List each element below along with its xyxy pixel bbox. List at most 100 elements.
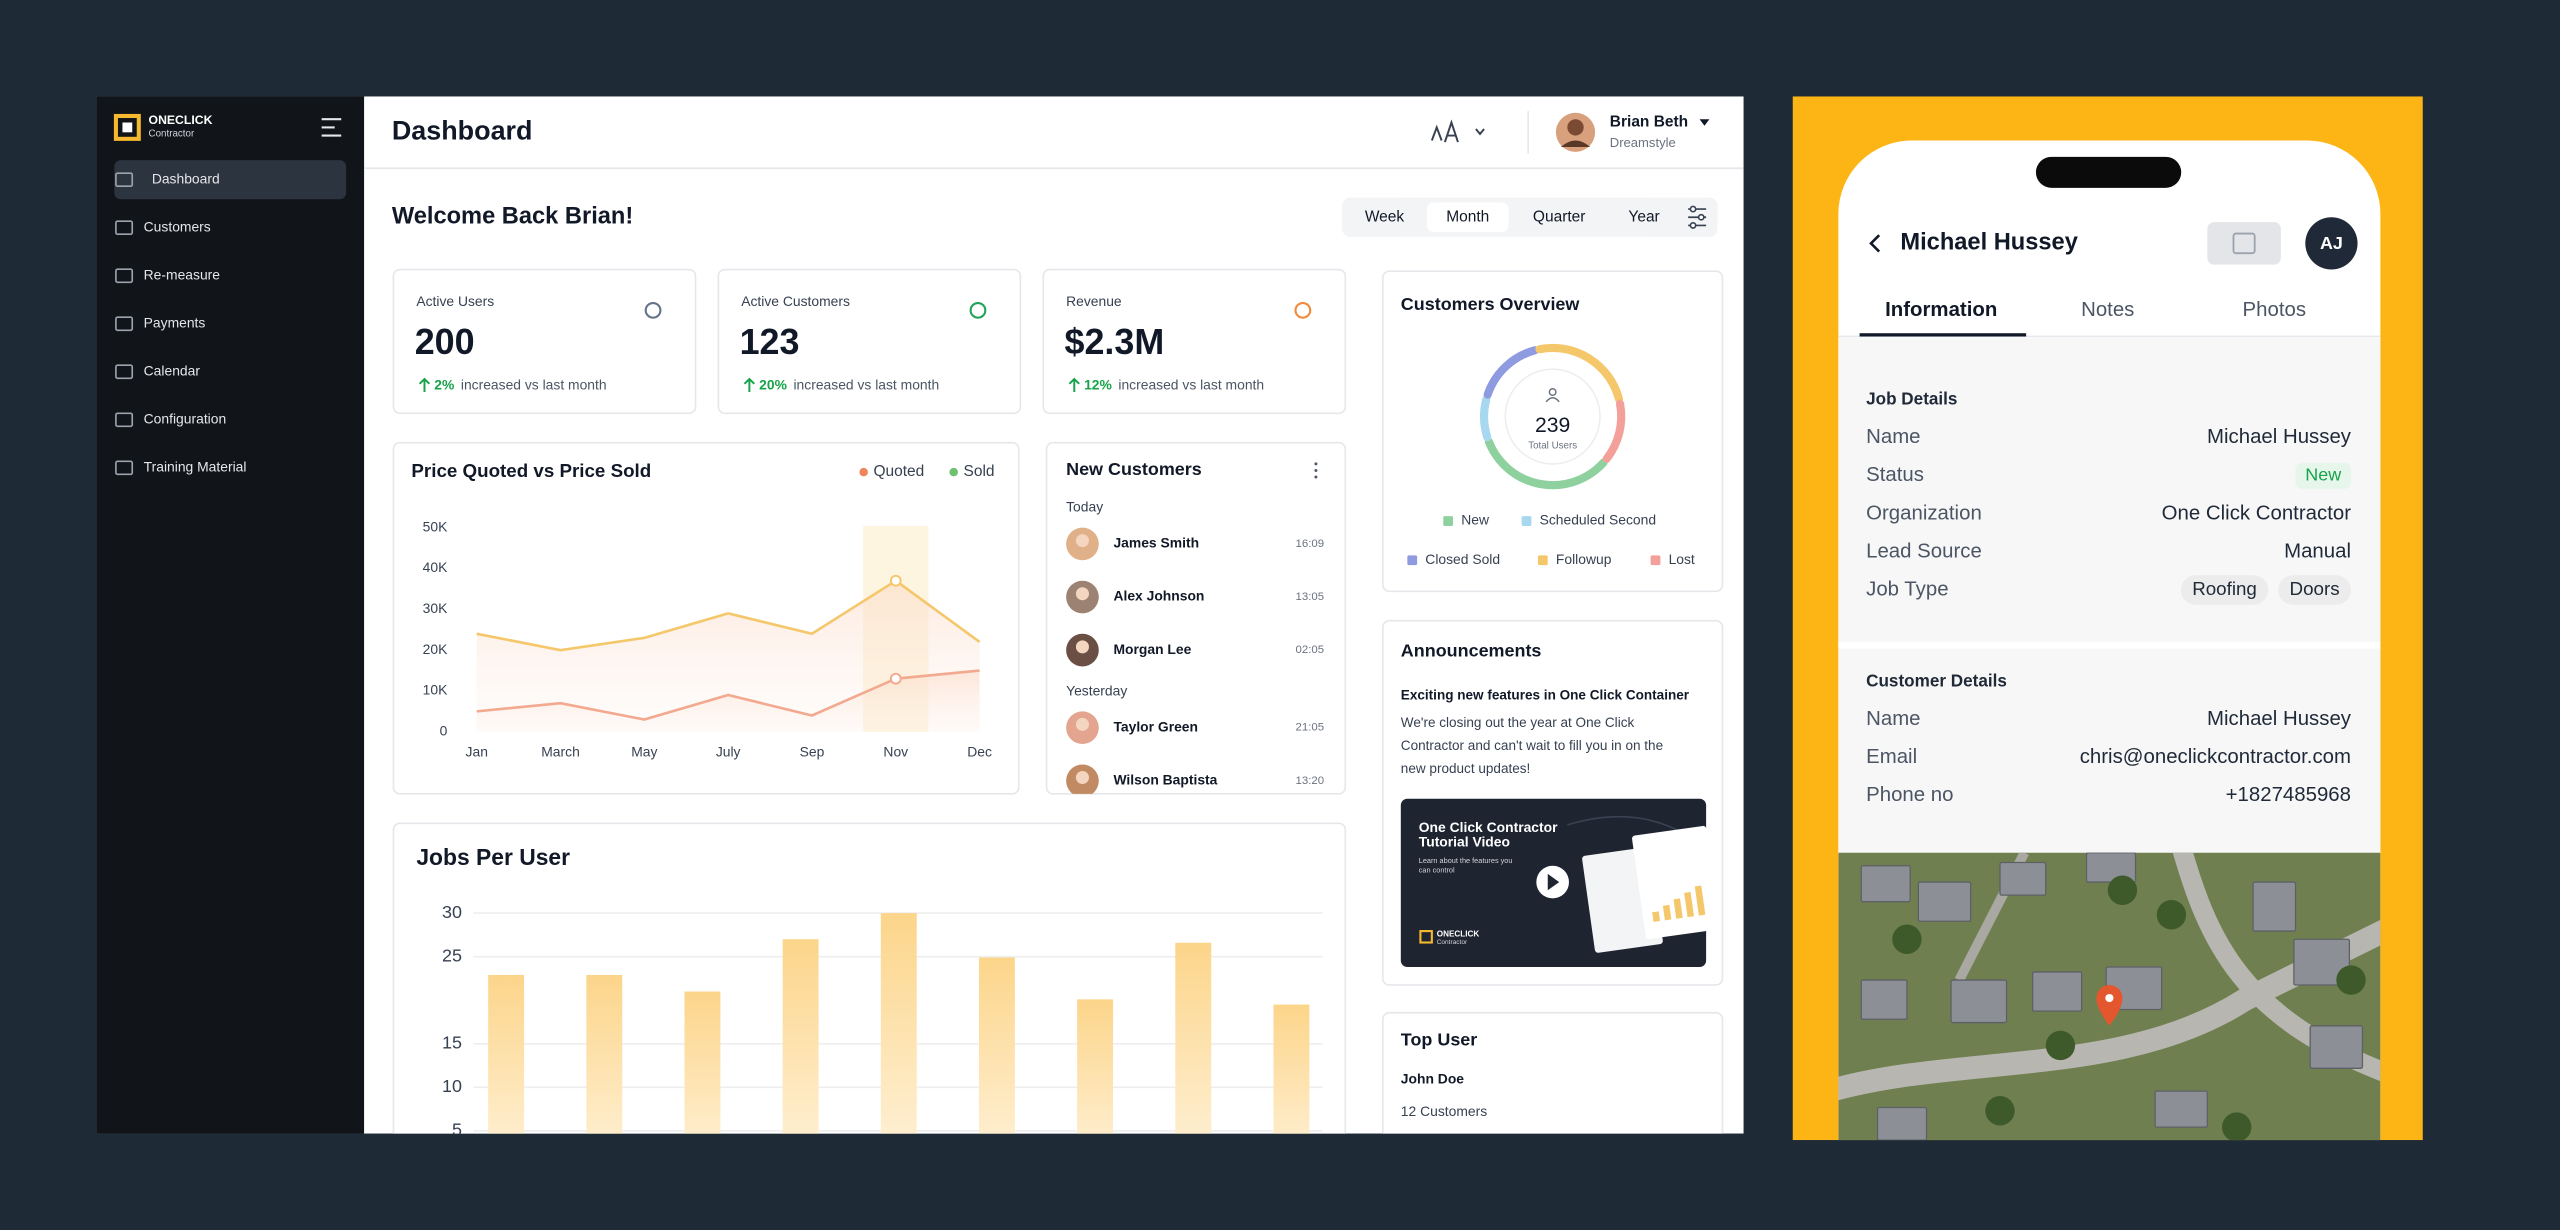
customer-name[interactable]: Wilson Baptista <box>1113 771 1217 787</box>
customer-avatar-face <box>1075 770 1089 785</box>
announcement-body: Contractor and can't wait to fill you in… <box>1401 738 1663 753</box>
field-label: Job Type <box>1866 578 1948 600</box>
legend-swatch <box>1521 516 1532 526</box>
x-tick-label: Nov <box>883 744 908 760</box>
video-logo <box>1419 930 1433 944</box>
point-marker <box>889 672 902 685</box>
legend-label: Quoted <box>873 463 924 480</box>
stat-change-value: 12% <box>1084 376 1112 392</box>
customer-name[interactable]: Morgan Lee <box>1113 641 1191 657</box>
image-button[interactable] <box>2207 222 2281 265</box>
period-option[interactable]: Week <box>1365 208 1405 225</box>
donut-center <box>1504 368 1601 465</box>
menu-item[interactable]: Configuration <box>144 410 227 426</box>
donut-segment <box>1535 343 1624 404</box>
x-tick-label: Dec <box>967 744 992 760</box>
filter-icon-knob <box>1689 205 1697 213</box>
field-value: Manual <box>2284 540 2351 562</box>
sidebar <box>96 96 365 1134</box>
field-label: Name <box>1866 708 1920 730</box>
y-tick-label: 20K <box>423 641 448 657</box>
map-house <box>1860 979 1908 1020</box>
map-house <box>2293 938 2351 986</box>
x-tick-label: Jan <box>466 744 488 760</box>
stat-change: 20% increased vs last month <box>759 376 939 392</box>
legend-label: Lost <box>1669 551 1695 567</box>
map-house <box>2309 1025 2364 1069</box>
stat-change-note: increased vs last month <box>1118 376 1264 392</box>
map-tree <box>1985 1096 2015 1126</box>
period-option[interactable]: Year <box>1628 208 1659 225</box>
menu-item[interactable]: Training Material <box>144 458 247 474</box>
video-screen-bar <box>1694 885 1706 916</box>
top-user-name: John Doe <box>1401 1070 1464 1086</box>
menu-icon <box>115 268 134 284</box>
user-avatar-head <box>1567 119 1584 136</box>
tag: Roofing <box>2192 578 2257 599</box>
menu-item[interactable]: Payments <box>144 314 206 330</box>
y-tick-label: 25 <box>442 945 462 965</box>
menu-item[interactable]: Dashboard <box>152 170 220 186</box>
area-fill <box>476 580 980 732</box>
card-title: Top User <box>1401 1029 1477 1049</box>
stat-label: Revenue <box>1066 293 1122 309</box>
tag-bg <box>2180 575 2269 605</box>
map-tree <box>2336 965 2366 995</box>
map-house <box>1860 865 1911 903</box>
menu-dot <box>1314 468 1318 472</box>
tab[interactable]: Notes <box>2081 299 2134 321</box>
x-tick-label: May <box>631 744 657 760</box>
phone-panel: Michael Hussey AJ Information Notes Photos Jo… <box>1792 96 2423 1141</box>
avatar-initials[interactable]: AJ <box>2320 233 2343 253</box>
customer-name[interactable]: James Smith <box>1113 535 1199 551</box>
field-label: Name <box>1866 426 1920 448</box>
period-option[interactable]: Quarter <box>1533 208 1586 225</box>
tab[interactable]: Photos <box>2243 299 2307 321</box>
back-button[interactable] <box>1869 234 1881 253</box>
customer-time: 13:20 <box>1295 775 1324 787</box>
period-active <box>1426 202 1509 232</box>
stat-value: 123 <box>740 321 800 362</box>
legend-swatch <box>1443 516 1454 526</box>
section-title: Job Details <box>1866 389 1957 409</box>
section-title: Customer Details <box>1866 671 2007 691</box>
map-tree <box>2045 1030 2076 1061</box>
announcement-body: new product updates! <box>1401 761 1531 776</box>
menu-item[interactable]: Re-measure <box>144 266 221 282</box>
map-house <box>2252 881 2297 932</box>
y-tick-label: 5 <box>452 1120 462 1140</box>
new-customers-card <box>1045 441 1347 795</box>
stat-change-value: 2% <box>434 376 454 392</box>
menu-item[interactable]: Customers <box>144 218 211 234</box>
welcome: Welcome Back Brian! <box>392 203 633 229</box>
menu-icon <box>115 412 134 428</box>
customer-time: 21:05 <box>1295 722 1324 734</box>
user-caret <box>1699 119 1710 126</box>
stat-change: 12% increased vs last month <box>1084 376 1264 392</box>
bar <box>1077 999 1114 1134</box>
filter-icon-knob <box>1689 221 1697 229</box>
bar <box>488 974 525 1134</box>
customer-time: 02:05 <box>1295 644 1324 656</box>
tab[interactable]: Information <box>1885 299 1997 321</box>
donut-icon-body <box>1545 397 1560 403</box>
customer-name[interactable]: Taylor Green <box>1113 718 1198 734</box>
period-option[interactable]: Month <box>1446 208 1489 225</box>
video-subtitle: can control <box>1419 866 1455 875</box>
stat-card <box>717 268 1022 415</box>
image-icon <box>2232 232 2256 255</box>
donut-segment <box>1602 399 1626 463</box>
menu-item[interactable]: Calendar <box>144 362 201 378</box>
stat-change-note: increased vs last month <box>461 376 607 392</box>
filter-icon-knob <box>1697 213 1705 221</box>
stat-icon <box>644 301 662 319</box>
x-tick-label: July <box>716 744 741 760</box>
y-tick-label: 15 <box>442 1033 462 1053</box>
top-user-customers: 12 Customers <box>1401 1103 1487 1119</box>
bar <box>684 991 721 1134</box>
bar <box>1273 1004 1310 1134</box>
point-marker <box>889 574 902 587</box>
group-label: Yesterday <box>1066 682 1127 698</box>
customer-name[interactable]: Alex Johnson <box>1113 588 1204 604</box>
x-tick-label: March <box>541 744 580 760</box>
